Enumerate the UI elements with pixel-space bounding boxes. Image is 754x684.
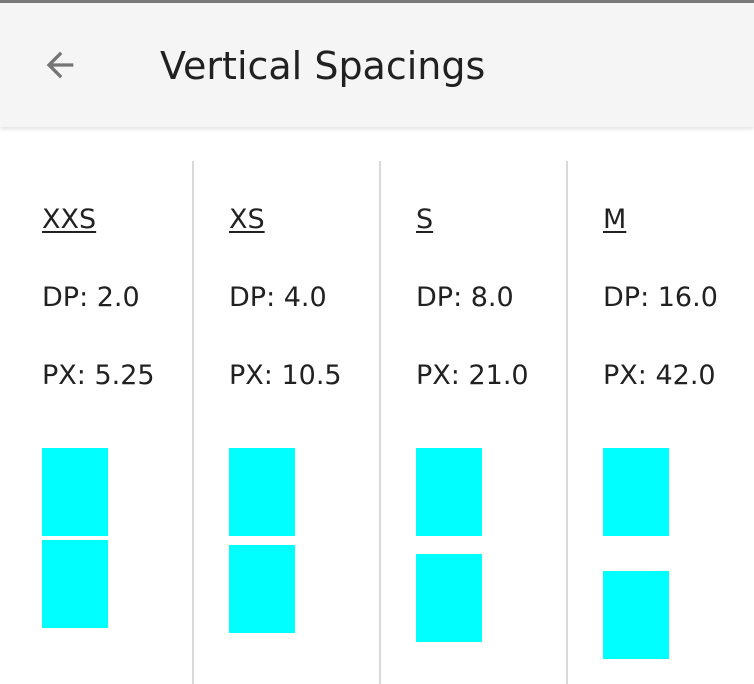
page-title: Vertical Spacings (160, 44, 486, 88)
column-divider (379, 161, 381, 684)
column-divider (566, 161, 568, 684)
spacing-box-bottom (603, 571, 669, 659)
dp-value: DP: 16.0 (603, 282, 718, 313)
spacing-box-top (416, 448, 482, 536)
dp-value: DP: 4.0 (229, 282, 327, 313)
spacing-box-bottom (229, 545, 295, 633)
spacing-label[interactable]: XXS (42, 204, 97, 235)
spacing-box-bottom (416, 554, 482, 642)
px-value: PX: 42.0 (603, 360, 716, 391)
status-edge (0, 0, 754, 3)
spacing-column-m: M DP: 16.0 PX: 42.0 (603, 127, 754, 684)
arrow-back-icon (46, 51, 74, 79)
dp-value: DP: 8.0 (416, 282, 514, 313)
spacing-list: XXS DP: 2.0 PX: 5.25 XS DP: 4.0 PX: 10.5… (0, 127, 754, 684)
spacing-label[interactable]: S (416, 204, 434, 235)
spacing-column-xxs: XXS DP: 2.0 PX: 5.25 (42, 127, 192, 684)
dp-value: DP: 2.0 (42, 282, 140, 313)
spacing-box-top (603, 448, 669, 536)
app-bar: Vertical Spacings (0, 3, 754, 127)
spacing-box-bottom (42, 540, 108, 628)
px-value: PX: 21.0 (416, 360, 529, 391)
column-divider (192, 161, 194, 684)
spacing-box-top (229, 448, 295, 536)
spacing-column-s: S DP: 8.0 PX: 21.0 (416, 127, 566, 684)
spacing-box-top (42, 448, 108, 536)
px-value: PX: 10.5 (229, 360, 342, 391)
px-value: PX: 5.25 (42, 360, 155, 391)
spacing-label[interactable]: M (603, 204, 627, 235)
back-button[interactable] (30, 35, 90, 95)
spacing-label[interactable]: XS (229, 204, 265, 235)
spacing-column-xs: XS DP: 4.0 PX: 10.5 (229, 127, 379, 684)
